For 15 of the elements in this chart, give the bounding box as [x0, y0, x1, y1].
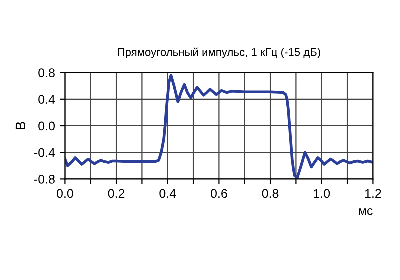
x-tick-label: 0.0	[57, 189, 74, 198]
y-axis-title: В	[16, 122, 26, 130]
x-tick-label: 0.4	[160, 189, 176, 198]
x-tick-label: 0.6	[211, 189, 228, 198]
x-tick-label: 0.2	[108, 189, 125, 198]
x-tick-label: 0.8	[262, 189, 279, 198]
y-tick-label: 0.8	[38, 68, 55, 78]
chart-title: Прямоугольный импульс, 1 кГц (-15 дБ)	[118, 48, 320, 58]
y-tick-label: 0.0	[38, 122, 55, 131]
y-tick-label: 0.4	[38, 95, 56, 104]
y-tick-label: -0.4	[34, 148, 56, 158]
x-axis-title: мс	[359, 208, 373, 216]
y-tick-label: -0.8	[34, 175, 55, 184]
x-tick-label: 1.2	[365, 189, 382, 198]
x-tick-label: 1.0	[314, 189, 330, 198]
